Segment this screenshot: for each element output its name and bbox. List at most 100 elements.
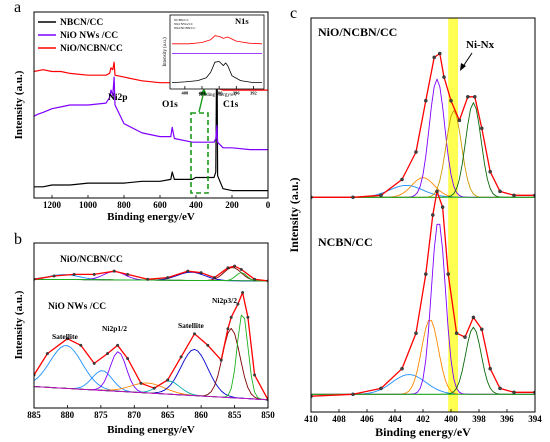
data-point xyxy=(424,98,428,103)
data-point xyxy=(473,95,477,99)
data-point xyxy=(45,352,49,356)
panel-b-letter: b xyxy=(14,231,22,248)
data-point xyxy=(253,373,257,377)
data-point xyxy=(229,315,233,319)
panel-b-series xyxy=(34,264,268,402)
data-point xyxy=(480,327,484,332)
data-point xyxy=(446,272,450,276)
data-point xyxy=(92,361,96,365)
data-point xyxy=(512,390,516,395)
data-point xyxy=(379,386,383,391)
panel-a-x-axis: 1200 1000 800 600 400 200 0 xyxy=(43,195,271,210)
data-point xyxy=(351,195,355,200)
inset-y-label: Intensity (a.u.) xyxy=(163,37,168,67)
data-point xyxy=(233,264,237,268)
inset-series xyxy=(171,35,263,83)
panel-b-x-tick-label: 850 xyxy=(261,410,275,420)
panel-a-legend: NBCN/CC NiO NWs /CC NiO/NCBN/CC xyxy=(38,18,123,54)
panel-c-x-tick-label: 398 xyxy=(472,414,486,424)
data-point xyxy=(435,189,439,194)
panel-a-frame xyxy=(33,11,269,199)
peak-label-ni2p12: Ni2p1/2 xyxy=(102,324,127,333)
data-point xyxy=(480,126,484,131)
inset-x-tick-label: 404 xyxy=(199,91,207,96)
fit-component xyxy=(311,326,535,395)
panel-a-x-tick-label: 200 xyxy=(225,200,239,210)
panel-c-sample-label: NiO/NCBN/CC xyxy=(318,25,397,39)
data-point xyxy=(152,386,156,390)
data-point xyxy=(466,95,470,99)
data-point xyxy=(236,302,240,306)
panel-a: a 1200 1000 800 600 400 200 0 Binding energy/e… xyxy=(13,0,271,223)
panel-b-x-tick-label: 880 xyxy=(61,410,75,420)
inset-series-line xyxy=(171,61,262,83)
panel-b-x-tick-label: 860 xyxy=(194,410,208,420)
panel-a-x-tick-label: 1000 xyxy=(79,200,98,210)
data-point xyxy=(351,392,355,397)
data-point xyxy=(457,118,462,123)
panel-b-x-tick-label: 875 xyxy=(94,410,108,420)
data-point xyxy=(471,315,476,320)
panel-c-x-tick-label: 408 xyxy=(332,414,346,424)
panel-b-frame xyxy=(33,242,269,409)
inset-x-axis: 408 404 400 396 392 xyxy=(181,86,258,96)
panel-a-x-tick-label: 800 xyxy=(117,200,131,210)
annotation-o1s: O1s xyxy=(162,100,178,110)
data-point xyxy=(400,177,404,182)
panel-b-x-tick-label: 870 xyxy=(128,410,142,420)
data-point xyxy=(253,277,257,281)
panel-c-frame xyxy=(310,17,536,413)
panel-b-x-axis: 885 880 875 870 865 860 855 850 xyxy=(27,405,275,420)
envelope-line xyxy=(34,291,268,401)
data-point xyxy=(166,378,170,382)
panel-c-x-tick-label: 410 xyxy=(304,414,318,424)
peak-label-satellite: Satellite xyxy=(52,332,78,341)
inset-legend-entry: NiO NWs/CC xyxy=(174,22,194,26)
panel-c-x-tick-label: 394 xyxy=(528,414,542,424)
data-point xyxy=(432,55,436,60)
n1s-selection-box xyxy=(190,112,209,194)
panel-c-x-tick-label: 400 xyxy=(444,414,458,424)
fit-component xyxy=(311,177,535,198)
data-point xyxy=(488,366,492,371)
legend-entry: NiO/NCBN/CC xyxy=(60,44,123,54)
data-point xyxy=(179,355,183,359)
envelope-line xyxy=(311,190,535,397)
inset-x-tick-label: 400 xyxy=(216,91,224,96)
series-line xyxy=(34,18,268,192)
panel-a-x-tick-label: 400 xyxy=(189,200,203,210)
panel-b-sample-label: NiO NWs /CC xyxy=(48,302,106,312)
data-point xyxy=(126,357,130,360)
panel-c-x-tick-label: 396 xyxy=(500,414,514,424)
data-point xyxy=(206,343,210,347)
fit-component xyxy=(311,110,535,198)
inset-x-tick-label: 396 xyxy=(233,91,241,96)
ni-nx-arrow-head xyxy=(460,63,466,71)
data-point xyxy=(186,269,190,273)
background-line xyxy=(34,386,268,401)
inset-n1s-label: N1s xyxy=(235,16,249,26)
data-point xyxy=(193,332,196,336)
data-point xyxy=(488,169,492,174)
panel-c-x-label: Binding energy/eV xyxy=(375,425,471,439)
data-point xyxy=(463,335,467,339)
data-point xyxy=(112,269,116,273)
data-point xyxy=(226,327,230,331)
panel-c-x-axis: 410 408 406 404 402 400 398 396 394 xyxy=(304,409,542,424)
panel-c-letter: c xyxy=(290,5,297,22)
panel-c-series xyxy=(311,51,535,398)
data-point xyxy=(440,205,445,209)
inset-x-tick-label: 392 xyxy=(250,91,258,96)
annotation-ni2p: Ni2p xyxy=(108,93,128,103)
fit-component xyxy=(34,345,268,401)
series-line xyxy=(34,76,268,151)
fit-component xyxy=(311,319,535,395)
fit-component xyxy=(311,78,535,198)
legend-entry: NiO NWs /CC xyxy=(60,31,118,41)
panel-b-x-label: Binding energy/eV xyxy=(107,424,195,436)
data-point xyxy=(79,343,83,347)
data-point xyxy=(126,272,130,276)
panel-c-x-tick-label: 406 xyxy=(360,414,374,424)
data-point xyxy=(414,150,418,154)
background-line xyxy=(34,278,268,282)
